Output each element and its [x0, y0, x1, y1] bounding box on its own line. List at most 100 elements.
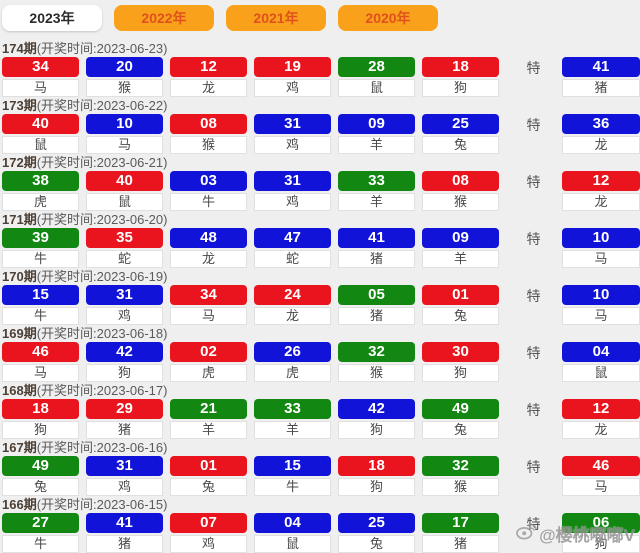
special-ball-zodiac: 狗 [562, 535, 640, 553]
ball-zodiac: 猪 [86, 535, 163, 553]
ball-cell: 09 羊 [338, 114, 415, 154]
ball-number: 01 [422, 285, 499, 305]
draw-time: (开奖时间:2023-06-16) [36, 440, 168, 455]
ball-zodiac: 猪 [86, 421, 163, 439]
special-ball-cell: 06 狗 [562, 513, 640, 553]
ball-cell: 31 鸡 [254, 114, 331, 154]
ball-cell: 18 狗 [422, 57, 499, 97]
special-column-label: 特 [526, 231, 542, 247]
draw-time: (开奖时间:2023-06-19) [36, 269, 168, 284]
ball-zodiac: 兔 [170, 478, 247, 496]
ball-number: 33 [254, 399, 331, 419]
ball-number: 28 [338, 57, 415, 77]
ball-zodiac: 马 [2, 364, 79, 382]
ball-number: 02 [170, 342, 247, 362]
ball-cell: 01 兔 [422, 285, 499, 325]
ball-number: 25 [422, 114, 499, 134]
ball-number: 31 [254, 114, 331, 134]
draw-block: 169期(开奖时间:2023-06-18) 46 马 42 狗 02 虎 26 … [2, 325, 640, 382]
ball-cell: 20 猴 [86, 57, 163, 97]
ball-number: 08 [170, 114, 247, 134]
ball-zodiac: 鸡 [254, 136, 331, 154]
special-ball-cell: 10 马 [562, 285, 640, 325]
ball-cell: 08 猴 [422, 171, 499, 211]
tab-year-2021[interactable]: 2021年 [226, 5, 326, 31]
ball-number: 46 [2, 342, 79, 362]
draw-row: 40 鼠 10 马 08 猴 31 鸡 09 羊 25 兔 [2, 114, 640, 154]
special-column-label: 特 [526, 174, 542, 190]
draw-row: 34 马 20 猴 12 龙 19 鸡 28 鼠 18 狗 [2, 57, 640, 97]
ball-cell: 29 猪 [86, 399, 163, 439]
ball-number: 12 [170, 57, 247, 77]
ball-cell: 49 兔 [422, 399, 499, 439]
ball-number: 09 [422, 228, 499, 248]
ball-cell: 48 龙 [170, 228, 247, 268]
ball-zodiac: 兔 [422, 421, 499, 439]
draw-header: 168期(开奖时间:2023-06-17) [2, 382, 640, 399]
ball-zodiac: 虎 [2, 193, 79, 211]
ball-number: 24 [254, 285, 331, 305]
ball-cell: 49 兔 [2, 456, 79, 496]
ball-cell: 30 狗 [422, 342, 499, 382]
ball-zodiac: 蛇 [254, 250, 331, 268]
tab-year-2020[interactable]: 2020年 [338, 5, 438, 31]
ball-cell: 24 龙 [254, 285, 331, 325]
special-ball-number: 06 [562, 513, 640, 533]
draw-results-list: 174期(开奖时间:2023-06-23) 34 马 20 猴 12 龙 19 … [0, 40, 640, 553]
draw-block: 173期(开奖时间:2023-06-22) 40 鼠 10 马 08 猴 31 … [2, 97, 640, 154]
ball-zodiac: 牛 [2, 250, 79, 268]
draw-row: 49 兔 31 鸡 01 兔 15 牛 18 狗 32 猴 [2, 456, 640, 496]
ball-cell: 03 牛 [170, 171, 247, 211]
ball-cell: 41 猪 [86, 513, 163, 553]
special-ball-number: 36 [562, 114, 640, 134]
draw-header: 169期(开奖时间:2023-06-18) [2, 325, 640, 342]
ball-zodiac: 牛 [2, 307, 79, 325]
draw-period: 167期 [2, 440, 37, 455]
special-column-label: 特 [526, 459, 542, 475]
special-ball-cell: 41 猪 [562, 57, 640, 97]
ball-zodiac: 猴 [86, 79, 163, 97]
draw-header: 173期(开奖时间:2023-06-22) [2, 97, 640, 114]
ball-cell: 32 猴 [338, 342, 415, 382]
ball-zodiac: 牛 [2, 535, 79, 553]
ball-cell: 07 鸡 [170, 513, 247, 553]
draw-period: 168期 [2, 383, 37, 398]
special-ball-cell: 04 鼠 [562, 342, 640, 382]
draw-period: 173期 [2, 98, 37, 113]
draw-time: (开奖时间:2023-06-23) [36, 41, 168, 56]
ball-cell: 28 鼠 [338, 57, 415, 97]
ball-number: 25 [338, 513, 415, 533]
special-ball-cell: 10 马 [562, 228, 640, 268]
ball-cell: 10 马 [86, 114, 163, 154]
ball-zodiac: 鸡 [254, 79, 331, 97]
ball-number: 47 [254, 228, 331, 248]
ball-zodiac: 兔 [422, 307, 499, 325]
ball-cell: 34 马 [2, 57, 79, 97]
draw-row: 15 牛 31 鸡 34 马 24 龙 05 猪 01 兔 [2, 285, 640, 325]
ball-number: 32 [422, 456, 499, 476]
ball-cell: 25 兔 [422, 114, 499, 154]
draw-header: 170期(开奖时间:2023-06-19) [2, 268, 640, 285]
ball-zodiac: 猪 [338, 250, 415, 268]
tab-year-2023[interactable]: 2023年 [2, 5, 102, 31]
draw-block: 170期(开奖时间:2023-06-19) 15 牛 31 鸡 34 马 24 … [2, 268, 640, 325]
ball-zodiac: 羊 [254, 421, 331, 439]
ball-number: 10 [86, 114, 163, 134]
special-column-label: 特 [526, 402, 542, 418]
ball-number: 39 [2, 228, 79, 248]
ball-number: 09 [338, 114, 415, 134]
ball-zodiac: 狗 [422, 364, 499, 382]
special-ball-cell: 12 龙 [562, 399, 640, 439]
ball-zodiac: 龙 [170, 79, 247, 97]
special-ball-cell: 12 龙 [562, 171, 640, 211]
ball-number: 29 [86, 399, 163, 419]
ball-cell: 32 猴 [422, 456, 499, 496]
ball-zodiac: 羊 [338, 136, 415, 154]
ball-number: 42 [338, 399, 415, 419]
ball-number: 26 [254, 342, 331, 362]
ball-zodiac: 兔 [2, 478, 79, 496]
tab-year-2022[interactable]: 2022年 [114, 5, 214, 31]
ball-number: 18 [422, 57, 499, 77]
ball-number: 17 [422, 513, 499, 533]
ball-zodiac: 鼠 [86, 193, 163, 211]
